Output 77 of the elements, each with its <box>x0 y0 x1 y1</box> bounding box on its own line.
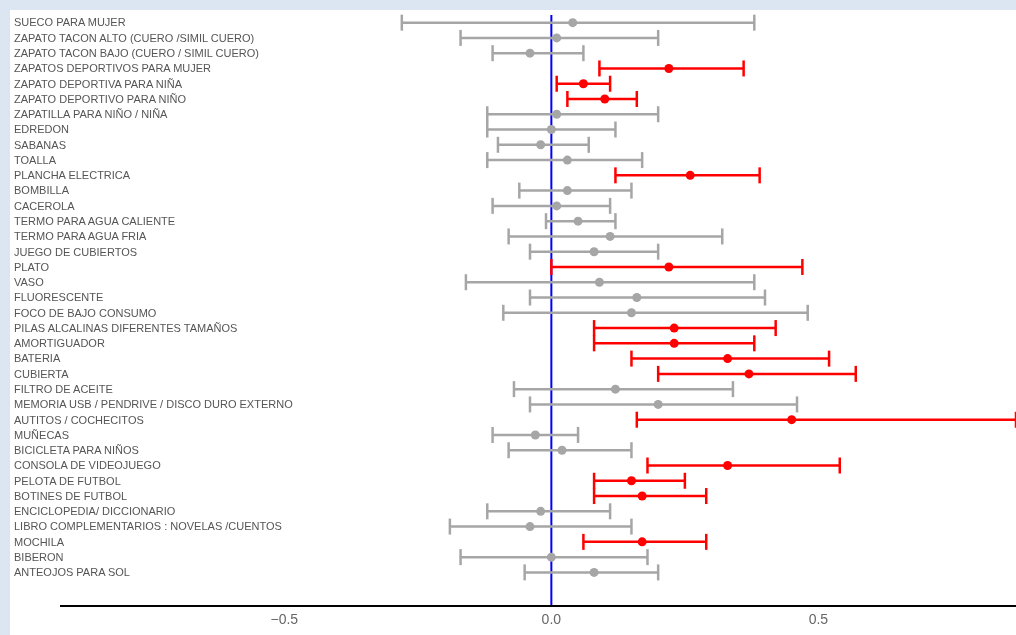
point <box>664 63 674 73</box>
y-tick-label: MOCHILA <box>14 535 65 548</box>
point <box>685 170 695 180</box>
y-tick-label: FOCO DE BAJO CONSUMO <box>14 306 157 319</box>
y-tick-label: BATERIA <box>14 352 61 365</box>
y-tick-label: JUEGO DE CUBIERTOS <box>14 245 138 258</box>
y-tick-label: BICICLETA PARA NIÑOS <box>14 444 139 457</box>
point <box>578 79 588 89</box>
y-tick-label: AMORTIGUADOR <box>14 337 105 350</box>
y-tick-label: ZAPATOS DEPORTIVOS PARA MUJER <box>14 62 212 75</box>
point <box>669 338 679 348</box>
point <box>573 216 583 226</box>
y-tick-label: ZAPATO DEPORTIVA PARA NIÑA <box>14 77 183 90</box>
point <box>589 247 599 257</box>
y-tick-label: BIBERON <box>14 550 64 563</box>
y-tick-label: SABANAS <box>14 138 66 151</box>
point <box>723 461 733 470</box>
x-tick-label: 0.0 <box>541 610 562 627</box>
y-tick-label: SUECO PARA MUJER <box>14 16 126 29</box>
point <box>610 384 620 394</box>
y-tick-label: MUÑECAS <box>14 428 70 441</box>
point <box>552 109 562 119</box>
point <box>525 522 535 532</box>
point <box>669 323 679 333</box>
y-tick-label: EDREDON <box>14 123 70 136</box>
y-tick-label: ANTEOJOS PARA SOL <box>14 566 130 579</box>
point <box>562 186 572 196</box>
point <box>787 415 797 425</box>
y-tick-label: PLATO <box>14 260 50 273</box>
point <box>637 537 647 547</box>
y-tick-label: TOALLA <box>14 153 57 166</box>
y-tick-label: FLUORESCENTE <box>14 291 104 304</box>
point <box>546 552 556 562</box>
point <box>637 491 647 501</box>
y-tick-label: ENCICLOPEDIA/ DICCIONARIO <box>14 505 176 518</box>
point <box>600 94 610 104</box>
y-tick-label: LIBRO COMPLEMENTARIOS : NOVELAS /CUENTOS <box>14 520 282 533</box>
y-tick-label: PILAS ALCALINAS DIFERENTES TAMAÑOS <box>14 321 238 334</box>
y-tick-label: TERMO PARA AGUA CALIENTE <box>14 215 176 228</box>
x-tick-label: 0.5 <box>808 610 829 627</box>
y-tick-label: TERMO PARA AGUA FRIA <box>14 230 148 243</box>
y-tick-label: MEMORIA USB / PENDRIVE / DISCO DURO EXTERNO <box>14 398 294 411</box>
point <box>632 293 642 303</box>
point <box>605 231 615 241</box>
y-tick-label: AUTITOS / COCHECITOS <box>14 413 144 426</box>
point <box>589 567 599 577</box>
point <box>546 125 556 135</box>
y-tick-label: ZAPATILLA PARA NIÑO / NIÑA <box>14 108 169 121</box>
point <box>557 445 567 455</box>
point <box>594 277 604 287</box>
point <box>653 399 663 409</box>
y-tick-label: BOMBILLA <box>14 184 70 197</box>
point <box>664 262 674 272</box>
y-tick-label: ZAPATO TACON BAJO (CUERO / SIMIL CUERO) <box>14 47 259 60</box>
point <box>626 308 636 318</box>
y-tick-label: CACEROLA <box>14 199 76 212</box>
point <box>626 476 636 486</box>
y-tick-label: PELOTA DE FUTBOL <box>14 474 121 487</box>
point <box>536 140 546 150</box>
point <box>536 506 546 516</box>
y-tick-label: CONSOLA DE VIDEOJUEGO <box>14 459 162 472</box>
y-tick-label: ZAPATO TACON ALTO (CUERO /SIMIL CUERO) <box>14 31 255 44</box>
y-tick-label: FILTRO DE ACEITE <box>14 383 113 395</box>
x-tick-label: −0.5 <box>270 610 299 627</box>
point <box>568 18 578 28</box>
point <box>530 430 540 440</box>
y-tick-label: BOTINES DE FUTBOL <box>14 489 128 502</box>
y-tick-label: VASO <box>14 276 45 289</box>
point <box>552 201 562 211</box>
y-tick-label: CUBIERTA <box>14 367 70 380</box>
point <box>723 354 733 364</box>
point <box>525 48 535 58</box>
point <box>744 369 754 379</box>
point <box>562 155 572 165</box>
y-tick-label: PLANCHA ELECTRICA <box>14 169 131 182</box>
y-tick-label: ZAPATO DEPORTIVO PARA NIÑO <box>14 92 187 105</box>
point <box>552 33 562 43</box>
